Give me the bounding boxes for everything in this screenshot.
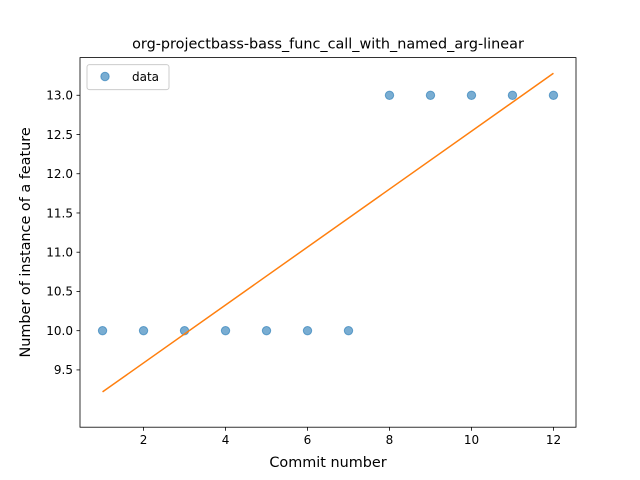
legend-label: data xyxy=(132,70,159,84)
data-point xyxy=(97,325,108,336)
fit-line xyxy=(102,72,554,393)
data-point xyxy=(261,325,272,336)
legend-marker xyxy=(100,71,110,82)
data-point xyxy=(220,325,231,336)
data-point xyxy=(343,325,354,336)
y-tick-label: 11.0 xyxy=(46,246,73,260)
y-tick-label: 12.5 xyxy=(46,128,73,142)
y-axis-ticks: 9.5 10.0 10.5 11.0 11.5 12.0 12.5 13.0 xyxy=(46,89,80,377)
x-tick-label: 4 xyxy=(222,433,230,447)
legend-box xyxy=(86,64,170,91)
data-point xyxy=(548,90,559,100)
chart-title: org-projectbass-bass_func_call_with_name… xyxy=(132,37,524,53)
x-axis-label: Commit number xyxy=(269,455,386,471)
data-point xyxy=(507,90,518,100)
x-tick-label: 8 xyxy=(386,433,394,447)
data-point xyxy=(302,325,313,336)
y-tick-label: 10.5 xyxy=(46,285,73,299)
x-tick-label: 10 xyxy=(464,433,479,447)
data-point xyxy=(138,325,149,336)
plot-area xyxy=(97,72,559,393)
y-axis-label: Number of instance of a feature xyxy=(18,127,34,357)
x-tick-label: 6 xyxy=(304,433,312,447)
x-axis-ticks: 2 4 6 8 10 12 xyxy=(140,427,561,447)
y-tick-label: 12.0 xyxy=(46,167,73,181)
data-point xyxy=(384,90,395,100)
legend: data xyxy=(86,64,170,91)
y-tick-label: 11.5 xyxy=(46,206,73,220)
y-tick-label: 13.0 xyxy=(46,89,73,103)
y-tick-label: 10.0 xyxy=(46,324,73,338)
x-tick-label: 12 xyxy=(546,433,561,447)
axes-frame xyxy=(79,57,577,428)
y-tick-label: 9.5 xyxy=(54,363,73,377)
data-point xyxy=(425,90,436,100)
x-tick-label: 2 xyxy=(140,433,148,447)
data-point xyxy=(466,90,477,100)
